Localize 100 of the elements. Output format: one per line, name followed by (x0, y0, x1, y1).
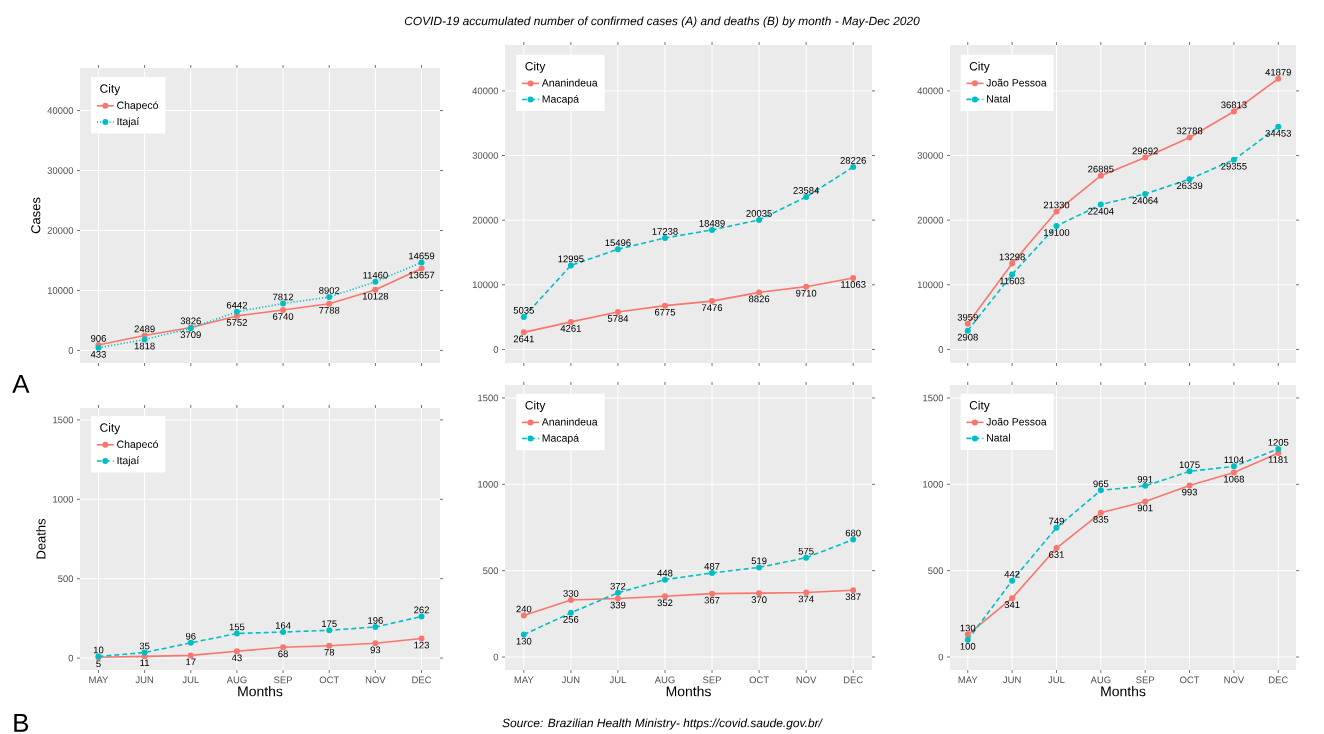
data-label: 6740 (273, 313, 294, 320)
data-label: 2641 (513, 335, 534, 343)
y-tick-label: 1500 (53, 416, 74, 424)
point (1230, 156, 1237, 163)
y-tick-label: 30000 (47, 167, 74, 174)
data-label: 256 (563, 616, 579, 623)
point (326, 642, 333, 649)
legend-label: Macapá (542, 94, 580, 105)
legend-label: Chapecó (117, 440, 159, 451)
data-label: 3709 (180, 331, 201, 339)
x-tick-label: NOV (365, 676, 386, 684)
data-label: 5035 (513, 306, 534, 314)
y-tick-label: 10000 (472, 281, 499, 289)
text: A (12, 374, 30, 393)
data-label: 835 (1093, 516, 1109, 523)
data-label: 14659 (409, 252, 435, 260)
chart-title: COVID-19 accumulated number of confirmed cases (A) and deaths (B) by month - May-Dec 2020 (404, 16, 920, 28)
data-label: 17 (186, 658, 196, 666)
x-tick-label: NOV (796, 676, 817, 684)
data-label: 1068 (1224, 475, 1245, 483)
data-label: 330 (563, 590, 579, 597)
data-label: 11460 (363, 271, 388, 279)
data-label: 26339 (1176, 182, 1203, 190)
legend-label: Ananindeua (541, 417, 598, 426)
text: B (14, 713, 29, 732)
x-tick-label: JUL (182, 676, 199, 684)
x-tick-label: SEP (703, 676, 721, 684)
data-label: 29355 (1221, 162, 1247, 170)
data-label: 7476 (701, 304, 723, 311)
data-label: 34453 (1265, 129, 1291, 137)
x-tick-label: SEP (1136, 676, 1155, 684)
legend-label: Chapecó (117, 101, 159, 112)
y-tick-label: 20000 (47, 227, 74, 234)
data-label: 339 (610, 601, 626, 609)
data-label: 433 (90, 351, 106, 358)
data-label: 3959 (957, 313, 978, 321)
data-label: 41879 (1265, 68, 1291, 76)
point (280, 629, 287, 636)
y-tick-label: 500 (483, 567, 499, 575)
data-label: 6775 (654, 308, 676, 316)
data-label: 965 (1093, 480, 1109, 488)
legend-label: Macapá (542, 433, 580, 444)
x-tick-label: JUN (1003, 676, 1021, 684)
data-label: 680 (845, 529, 861, 537)
data-label: 68 (278, 650, 288, 658)
y-tick-label: 0 (68, 654, 74, 662)
y-tick-label: 40000 (472, 87, 499, 95)
point (1097, 509, 1104, 516)
point (614, 246, 621, 253)
data-label: 10 (93, 646, 104, 654)
y-tick-label: 40000 (47, 107, 74, 114)
data-label: 17238 (652, 228, 678, 235)
y-tick-label: 20000 (917, 216, 944, 224)
x-tick-label: OCT (319, 676, 339, 684)
data-label: 15496 (605, 239, 631, 247)
data-label: 5 (96, 660, 101, 668)
data-label: 387 (845, 593, 861, 601)
x-tick-label: AUG (1090, 676, 1111, 684)
y-tick-label: 30000 (917, 152, 944, 159)
data-label: 130 (960, 624, 976, 632)
data-label: 1075 (1179, 461, 1200, 469)
point (372, 286, 379, 293)
y-tick-label: 500 (58, 575, 74, 583)
data-label: 12995 (558, 255, 584, 263)
data-label: 906 (91, 335, 106, 342)
y-tick-label: 20000 (472, 216, 499, 224)
legend-label: Itajaí (117, 117, 140, 128)
data-label: 43 (231, 654, 242, 662)
x-tick-label: OCT (749, 676, 769, 684)
y-tick-label: 1000 (923, 480, 944, 488)
x-tick-label: DEC (412, 676, 432, 684)
point (850, 274, 857, 281)
x-tick-label: SEP (274, 676, 293, 684)
y-axis-title: Deaths (36, 518, 46, 559)
data-label: 9710 (796, 289, 817, 297)
data-label: 18489 (699, 220, 725, 227)
data-label: 20035 (746, 210, 772, 217)
legend-label: Itajaí (117, 456, 140, 467)
point (326, 627, 333, 634)
point (661, 235, 668, 241)
data-label: 487 (704, 563, 720, 570)
x-axis-title: Months (238, 686, 283, 697)
data-label: 749 (1049, 517, 1064, 525)
legend-title: City (525, 400, 546, 412)
legend-title: City (100, 423, 121, 435)
x-axis-title: Months (666, 686, 711, 697)
x-tick-label: MAY (514, 676, 534, 684)
x-tick-label: DEC (1269, 676, 1288, 684)
data-label: 993 (1182, 488, 1198, 496)
legend-title: City (969, 61, 990, 73)
y-tick-label: 1500 (923, 394, 944, 402)
x-tick-label: JUN (561, 676, 580, 684)
point (233, 312, 240, 319)
x-tick-label: JUL (609, 676, 627, 684)
y-tick-label: 1500 (478, 394, 499, 402)
data-label: 100 (960, 642, 976, 650)
data-label: 1818 (134, 342, 155, 350)
data-label: 36813 (1221, 101, 1247, 109)
legend-title: City (525, 61, 546, 73)
x-axis-title: Months (1101, 686, 1146, 697)
